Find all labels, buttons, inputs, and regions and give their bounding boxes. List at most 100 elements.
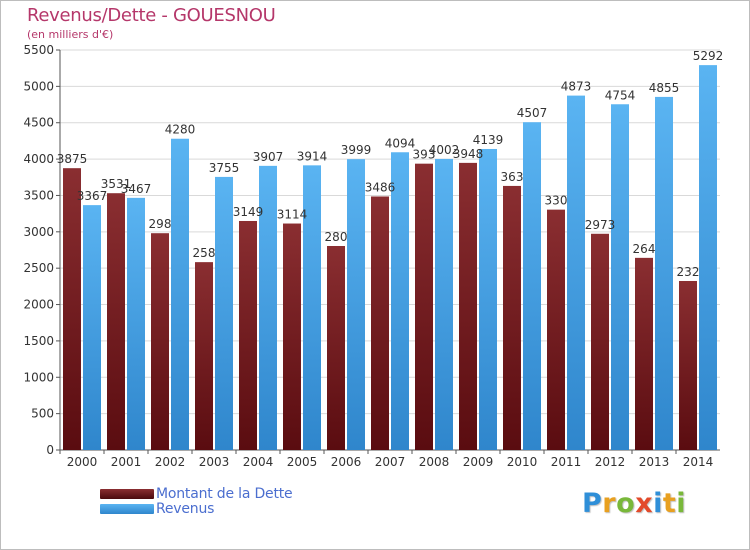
- chart-title: Revenus/Dette - GOUESNOU: [27, 5, 276, 26]
- y-tick-label: 3500: [23, 188, 54, 202]
- bar-dette: [195, 262, 213, 450]
- bar-revenus: [259, 165, 277, 450]
- x-tick-label: 2004: [243, 455, 274, 469]
- y-tick-label: 0: [46, 443, 54, 457]
- bar-dette: [371, 196, 389, 450]
- chart-subtitle: (en milliers d'€): [27, 28, 114, 41]
- y-tick-label: 5500: [23, 43, 54, 57]
- data-label-revenus: 3907: [253, 150, 284, 164]
- data-label-dette: 3875: [57, 152, 88, 166]
- x-tick-label: 2003: [199, 455, 230, 469]
- data-label-revenus: 4507: [517, 106, 548, 120]
- y-tick-label: 5000: [23, 79, 54, 93]
- data-label-dette: 393: [413, 148, 436, 162]
- x-tick-label: 2005: [287, 455, 318, 469]
- bar-revenus: [611, 104, 629, 450]
- bar-revenus: [391, 152, 409, 450]
- logo-letter: x: [635, 488, 654, 519]
- y-tick-label: 4000: [23, 152, 54, 166]
- y-tick-label: 500: [31, 407, 54, 421]
- x-tick-label: 2013: [639, 455, 670, 469]
- logo-letter: r: [602, 488, 617, 519]
- data-label-dette: 264: [633, 242, 656, 256]
- data-label-revenus: 5292: [693, 49, 724, 63]
- data-label-revenus: 3914: [297, 149, 328, 163]
- bar-dette: [327, 246, 345, 450]
- x-tick-label: 2012: [595, 455, 626, 469]
- data-label-dette: 232: [677, 265, 700, 279]
- x-tick-label: 2006: [331, 455, 362, 469]
- bar-dette: [679, 280, 697, 450]
- x-tick-label: 2001: [111, 455, 142, 469]
- data-label-revenus: 3999: [341, 143, 372, 157]
- bar-revenus: [523, 122, 541, 450]
- bar-dette: [459, 162, 477, 450]
- legend-label-revenus: Revenus: [156, 501, 215, 517]
- y-tick-label: 2000: [23, 298, 54, 312]
- data-label-revenus: 4094: [385, 136, 416, 150]
- y-tick-label: 2500: [23, 261, 54, 275]
- data-label-revenus: 4280: [165, 123, 196, 137]
- logo-letter: i: [653, 488, 663, 519]
- bar-revenus: [127, 197, 145, 450]
- data-label-revenus: 4754: [605, 88, 636, 102]
- bar-revenus: [435, 158, 453, 451]
- bar-dette: [239, 220, 257, 450]
- data-label-dette: 3531: [101, 177, 132, 191]
- bar-dette: [635, 257, 653, 450]
- proxiti-logo: Proxiti: [582, 488, 686, 519]
- logo-letter: t: [662, 488, 677, 519]
- bar-dette: [107, 193, 125, 450]
- logo-letter: i: [676, 488, 687, 519]
- x-tick-label: 2014: [683, 455, 714, 469]
- legend-swatch-dette: [100, 489, 154, 499]
- x-tick-label: 2010: [507, 455, 538, 469]
- data-label-dette: 330: [545, 194, 568, 208]
- bar-revenus: [83, 205, 101, 450]
- bar-revenus: [479, 148, 497, 450]
- bar-revenus: [171, 138, 189, 450]
- data-label-dette: 258: [193, 246, 216, 260]
- data-label-dette: 3486: [365, 180, 396, 194]
- logo-letter: o: [616, 488, 636, 519]
- y-tick-label: 1000: [23, 370, 54, 384]
- bar-revenus: [303, 165, 321, 450]
- bar-dette: [503, 185, 521, 450]
- bar-dette: [151, 233, 169, 450]
- data-label-dette: 3948: [453, 147, 484, 161]
- data-label-dette: 2973: [585, 218, 616, 232]
- x-tick-label: 2009: [463, 455, 494, 469]
- x-tick-label: 2011: [551, 455, 582, 469]
- data-label-revenus: 4139: [473, 133, 504, 147]
- x-tick-label: 2007: [375, 455, 406, 469]
- data-label-revenus: 4855: [649, 81, 680, 95]
- x-tick-label: 2008: [419, 455, 450, 469]
- bar-revenus: [699, 65, 717, 451]
- data-label-revenus: 3367: [77, 189, 108, 203]
- bar-revenus: [655, 96, 673, 450]
- y-tick-label: 3000: [23, 225, 54, 239]
- legend-item-dette: Montant de la Dette: [100, 486, 293, 502]
- data-label-dette: 298: [149, 217, 172, 231]
- y-tick-label: 1500: [23, 334, 54, 348]
- plot-area: [60, 50, 720, 450]
- y-tick-label: 4500: [23, 116, 54, 130]
- data-label-dette: 363: [501, 170, 524, 184]
- bar-dette: [547, 209, 565, 450]
- data-label-revenus: 4002: [429, 143, 460, 157]
- data-label-dette: 3149: [233, 205, 264, 219]
- bar-dette: [63, 168, 81, 450]
- x-tick-label: 2002: [155, 455, 186, 469]
- legend-swatch-revenus: [100, 504, 154, 514]
- data-label-dette: 280: [325, 230, 348, 244]
- bar-revenus: [347, 159, 365, 450]
- data-label-dette: 3114: [277, 208, 308, 222]
- bar-dette: [283, 223, 301, 450]
- data-label-revenus: 3467: [121, 182, 152, 196]
- logo-letter: P: [582, 488, 603, 519]
- bar-revenus: [215, 176, 233, 450]
- data-label-revenus: 4873: [561, 80, 592, 94]
- x-tick-label: 2000: [67, 455, 98, 469]
- bar-dette: [591, 233, 609, 450]
- legend-label-dette: Montant de la Dette: [156, 486, 293, 502]
